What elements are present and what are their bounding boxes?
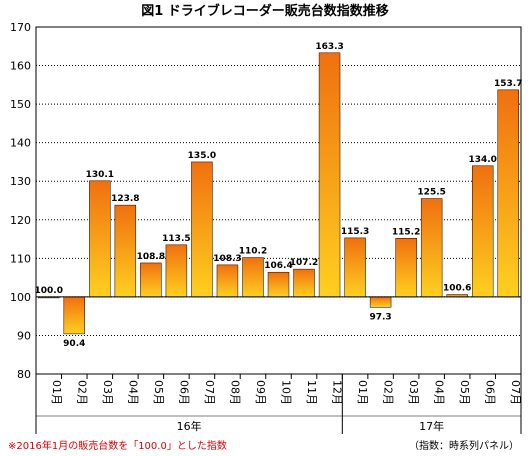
value-label: 107.2 [290, 258, 318, 268]
bar [344, 237, 366, 298]
x-tick-label: 03月 [101, 380, 114, 405]
x-tick-label: 12月 [331, 380, 344, 405]
y-tick-label: 160 [10, 60, 31, 73]
y-tick-label: 140 [10, 137, 31, 150]
value-label: 108.3 [213, 254, 241, 264]
footnote-right: （指数：時系列パネル） [409, 441, 519, 452]
x-tick-label: 02月 [382, 380, 395, 405]
footnote-left: ※2016年1月の販売台数を「100.0」とした指数 [8, 441, 227, 452]
y-tick-label: 80 [17, 368, 31, 381]
x-tick-label: 10月 [280, 380, 293, 405]
chart-title: 図1 ドライブレコーダー販売台数指数推移 [141, 3, 389, 19]
y-tick-label: 150 [10, 98, 31, 111]
group-label: 17年 [419, 419, 444, 433]
value-label: 113.5 [162, 234, 190, 244]
x-tick-label: 05月 [152, 380, 165, 405]
bar [191, 161, 213, 298]
y-tick-label: 130 [10, 175, 31, 188]
x-tick-label: 02月 [75, 380, 88, 405]
bar [165, 244, 188, 298]
value-label: 123.8 [111, 194, 139, 204]
value-label: 106.4 [264, 261, 292, 271]
value-label: 90.4 [63, 339, 85, 349]
x-tick-label: 07月 [509, 380, 522, 405]
value-label: 100.0 [35, 286, 63, 296]
y-tick-label: 90 [17, 329, 31, 342]
y-tick-label: 170 [10, 21, 31, 34]
x-tick-label: 01月 [356, 380, 369, 405]
x-tick-label: 04月 [433, 380, 446, 405]
group-label: 16年 [177, 419, 202, 433]
x-tick-label: 06月 [484, 380, 497, 405]
value-label: 153.7 [494, 79, 522, 89]
x-tick-label: 03月 [407, 380, 420, 405]
axes: 80 90 100 110 120 130 140 150 160 170 01月 02月 03月 04月… [10, 21, 522, 434]
value-label: 134.0 [468, 155, 496, 165]
bar [63, 296, 86, 335]
value-label: 163.3 [315, 42, 343, 52]
bar [318, 52, 341, 298]
y-tick-label: 120 [10, 214, 31, 227]
bar [267, 271, 290, 298]
value-label: 135.0 [188, 151, 216, 161]
value-label: 115.3 [341, 227, 369, 237]
bar [242, 257, 264, 298]
value-label: 97.3 [369, 312, 391, 322]
x-tick-label: 01月 [50, 380, 63, 405]
x-tick-label: 09月 [254, 380, 267, 405]
y-tick-label: 110 [10, 252, 31, 265]
bar [293, 268, 315, 298]
bar [497, 89, 519, 298]
value-label: 100.6 [443, 284, 471, 294]
value-label: 130.1 [86, 170, 114, 180]
plot-border [35, 26, 522, 375]
value-label: 110.2 [239, 247, 267, 257]
value-label: 115.2 [392, 227, 420, 237]
bar [140, 262, 162, 298]
y-tick-label: 100 [10, 291, 31, 304]
x-tick-label: 05月 [458, 380, 471, 405]
value-label: 108.8 [137, 252, 165, 262]
x-tick-label: 06月 [177, 380, 190, 405]
bar [395, 238, 417, 298]
x-tick-label: 08月 [228, 380, 241, 405]
x-tick-label: 11月 [305, 380, 318, 405]
value-labels: 100.090.4130.1123.8108.8113.5135.0108.31… [35, 42, 523, 349]
x-tick-label: 07月 [203, 380, 216, 405]
bars [38, 52, 519, 335]
bar [114, 204, 137, 298]
bar [420, 198, 443, 298]
bar [369, 296, 392, 308]
bar [216, 264, 239, 298]
value-label: 125.5 [417, 188, 445, 198]
bar [471, 165, 494, 298]
x-tick-label: 04月 [126, 380, 139, 405]
bar [89, 180, 111, 298]
